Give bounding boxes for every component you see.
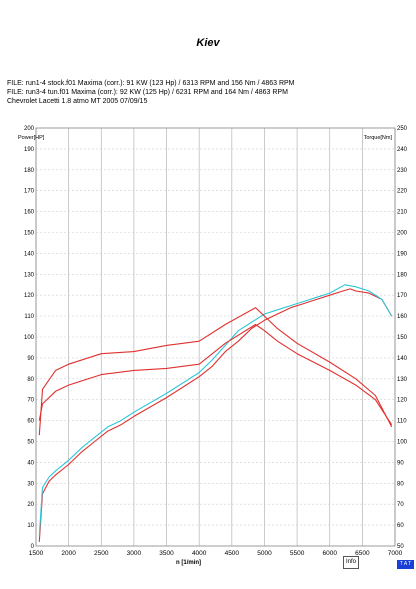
x-tick-label: 3500 [159,550,174,557]
x-tick-label: 7000 [388,550,403,557]
y-left-tick-label: 190 [24,147,35,153]
y-left-tick-label: 180 [24,168,35,174]
y-left-tick-label: 130 [24,272,35,278]
chart-title: Kiev [196,37,220,49]
y-right-tick-label: 250 [397,126,408,132]
y-right-tick-label: 50 [397,544,404,550]
file-line-stock: FILE: run1-4 stock.f01 Maxima (corr.): 9… [7,80,295,87]
vehicle-line: Chevrolet Lacetti 1.8 atmo MT 2005 07/09… [7,98,148,105]
series-line-power_tuned [38,284,393,536]
y-left-tick-label: 0 [31,544,35,550]
x-tick-label: 2500 [94,550,109,557]
y-left-tick-label: 40 [27,460,34,466]
y-right-tick-label: 80 [397,481,404,487]
y-left-tick-label: 60 [27,419,34,425]
y-right-tick-label: 230 [397,168,408,174]
y-left-tick-label: 170 [24,189,35,195]
file-line-tuned: FILE: run3-4 tun.f01 Maxima (corr.): 92 … [7,89,288,96]
y-right-tick-label: 100 [397,440,408,446]
y-left-tick-label: 110 [24,314,34,320]
y-right-tick-label: 140 [397,356,408,362]
tat-logo: T A T [397,560,414,569]
series-line-torque_stock [38,323,393,426]
y-right-tick-label: 200 [397,231,408,237]
x-tick-label: 6000 [322,550,337,557]
y-right-tick-label: 210 [397,210,408,216]
x-tick-label: 1500 [29,550,44,557]
y-right-tick-label: 70 [397,502,404,508]
y-right-tick-label: 170 [397,293,408,299]
y-left-tick-label: 20 [27,502,34,508]
y-right-tick-label: 240 [397,147,408,153]
x-tick-label: 5500 [290,550,305,557]
y-left-tick-label: 120 [24,293,35,299]
x-tick-label: 2000 [61,550,76,557]
y-right-tick-label: 220 [397,189,408,195]
y-right-tick-label: 190 [397,251,408,257]
y-right-tick-label: 120 [397,398,408,404]
y-right-tick-label: 90 [397,460,404,466]
y-left-tick-label: 80 [27,377,34,383]
y-left-tick-label: 100 [24,335,35,341]
y-left-tick-label: 10 [27,523,34,529]
plot-frame [35,127,396,547]
y-right-tick-label: 110 [397,419,407,425]
series-line-torque_tuned [38,307,393,436]
x-tick-label: 5000 [257,550,272,557]
y-right-tick-label: 150 [397,335,408,341]
y-right-tick-label: 60 [397,523,404,529]
y-left-tick-label: 30 [27,481,34,487]
y-left-tick-label: 90 [27,356,34,362]
x-tick-label: 6500 [355,550,370,557]
y-left-axis-label: Power[HP] [18,135,45,141]
x-tick-label: 4000 [192,550,207,557]
info-button[interactable]: Info [343,556,359,569]
x-axis-label: n [1/min] [176,560,201,566]
series-line-power_stock [38,288,393,542]
y-left-tick-label: 150 [24,231,35,237]
y-right-tick-label: 160 [397,314,408,320]
y-left-tick-label: 160 [24,210,35,216]
y-right-axis-label: Torque[Nm] [364,135,393,141]
y-right-tick-label: 180 [397,272,408,278]
y-right-tick-label: 130 [397,377,408,383]
y-left-tick-label: 140 [24,251,35,257]
y-left-tick-label: 200 [24,126,35,132]
y-left-tick-label: 70 [27,398,34,404]
x-tick-label: 4500 [225,550,240,557]
x-tick-label: 3000 [127,550,142,557]
y-left-tick-label: 50 [27,440,34,446]
